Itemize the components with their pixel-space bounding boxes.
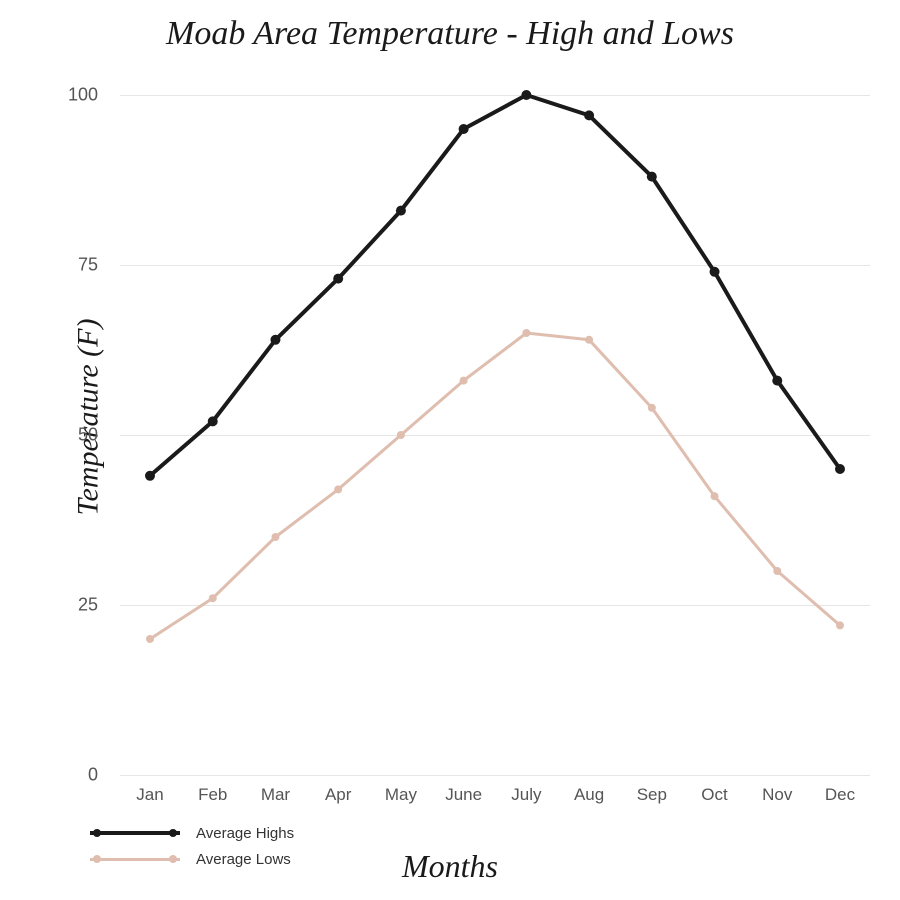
legend-swatch-lows bbox=[90, 858, 180, 861]
y-tick-label: 0 bbox=[88, 765, 98, 786]
series-marker-0 bbox=[270, 335, 280, 345]
x-tick-label: Feb bbox=[198, 785, 227, 805]
series-marker-0 bbox=[772, 376, 782, 386]
x-tick-label: Mar bbox=[261, 785, 290, 805]
series-marker-0 bbox=[145, 471, 155, 481]
series-marker-0 bbox=[647, 172, 657, 182]
chart-title: Moab Area Temperature - High and Lows bbox=[0, 15, 900, 53]
legend-label-lows: Average Lows bbox=[196, 851, 291, 868]
x-tick-label: June bbox=[445, 785, 482, 805]
series-marker-1 bbox=[522, 329, 530, 337]
plot-area: 0255075100 bbox=[120, 95, 870, 775]
legend: Average Highs Average Lows bbox=[90, 820, 294, 872]
series-marker-0 bbox=[208, 416, 218, 426]
y-axis-label: Temperature (F) bbox=[71, 319, 105, 516]
series-marker-1 bbox=[773, 567, 781, 575]
x-tick-label: May bbox=[385, 785, 417, 805]
chart-svg bbox=[120, 95, 870, 775]
series-marker-0 bbox=[584, 110, 594, 120]
y-tick-label: 25 bbox=[78, 595, 98, 616]
series-marker-1 bbox=[397, 431, 405, 439]
series-marker-0 bbox=[521, 90, 531, 100]
y-tick-label: 50 bbox=[78, 425, 98, 446]
x-tick-label: Sep bbox=[637, 785, 667, 805]
series-marker-1 bbox=[146, 635, 154, 643]
series-marker-0 bbox=[710, 267, 720, 277]
legend-item-highs: Average Highs bbox=[90, 820, 294, 846]
series-marker-1 bbox=[648, 404, 656, 412]
y-tick-label: 75 bbox=[78, 255, 98, 276]
series-marker-1 bbox=[209, 594, 217, 602]
x-tick-label: Nov bbox=[762, 785, 792, 805]
series-marker-1 bbox=[585, 336, 593, 344]
legend-swatch-highs bbox=[90, 831, 180, 835]
series-marker-1 bbox=[271, 533, 279, 541]
series-marker-1 bbox=[711, 492, 719, 500]
legend-item-lows: Average Lows bbox=[90, 846, 294, 872]
series-marker-0 bbox=[396, 206, 406, 216]
x-tick-label: Dec bbox=[825, 785, 855, 805]
series-marker-0 bbox=[459, 124, 469, 134]
y-tick-label: 100 bbox=[68, 85, 98, 106]
series-marker-1 bbox=[460, 377, 468, 385]
x-tick-label: Jan bbox=[136, 785, 163, 805]
x-tick-label: Oct bbox=[701, 785, 727, 805]
series-line-0 bbox=[150, 95, 840, 476]
series-marker-1 bbox=[334, 485, 342, 493]
x-ticks: Jan Feb Mar Apr May June July Aug Sep Oct Nov Dec bbox=[120, 785, 870, 815]
x-tick-label: July bbox=[511, 785, 541, 805]
series-marker-0 bbox=[835, 464, 845, 474]
series-marker-0 bbox=[333, 274, 343, 284]
x-tick-label: Aug bbox=[574, 785, 604, 805]
legend-label-highs: Average Highs bbox=[196, 825, 294, 842]
gridline bbox=[120, 775, 870, 776]
x-tick-label: Apr bbox=[325, 785, 351, 805]
series-line-1 bbox=[150, 333, 840, 639]
series-marker-1 bbox=[836, 621, 844, 629]
